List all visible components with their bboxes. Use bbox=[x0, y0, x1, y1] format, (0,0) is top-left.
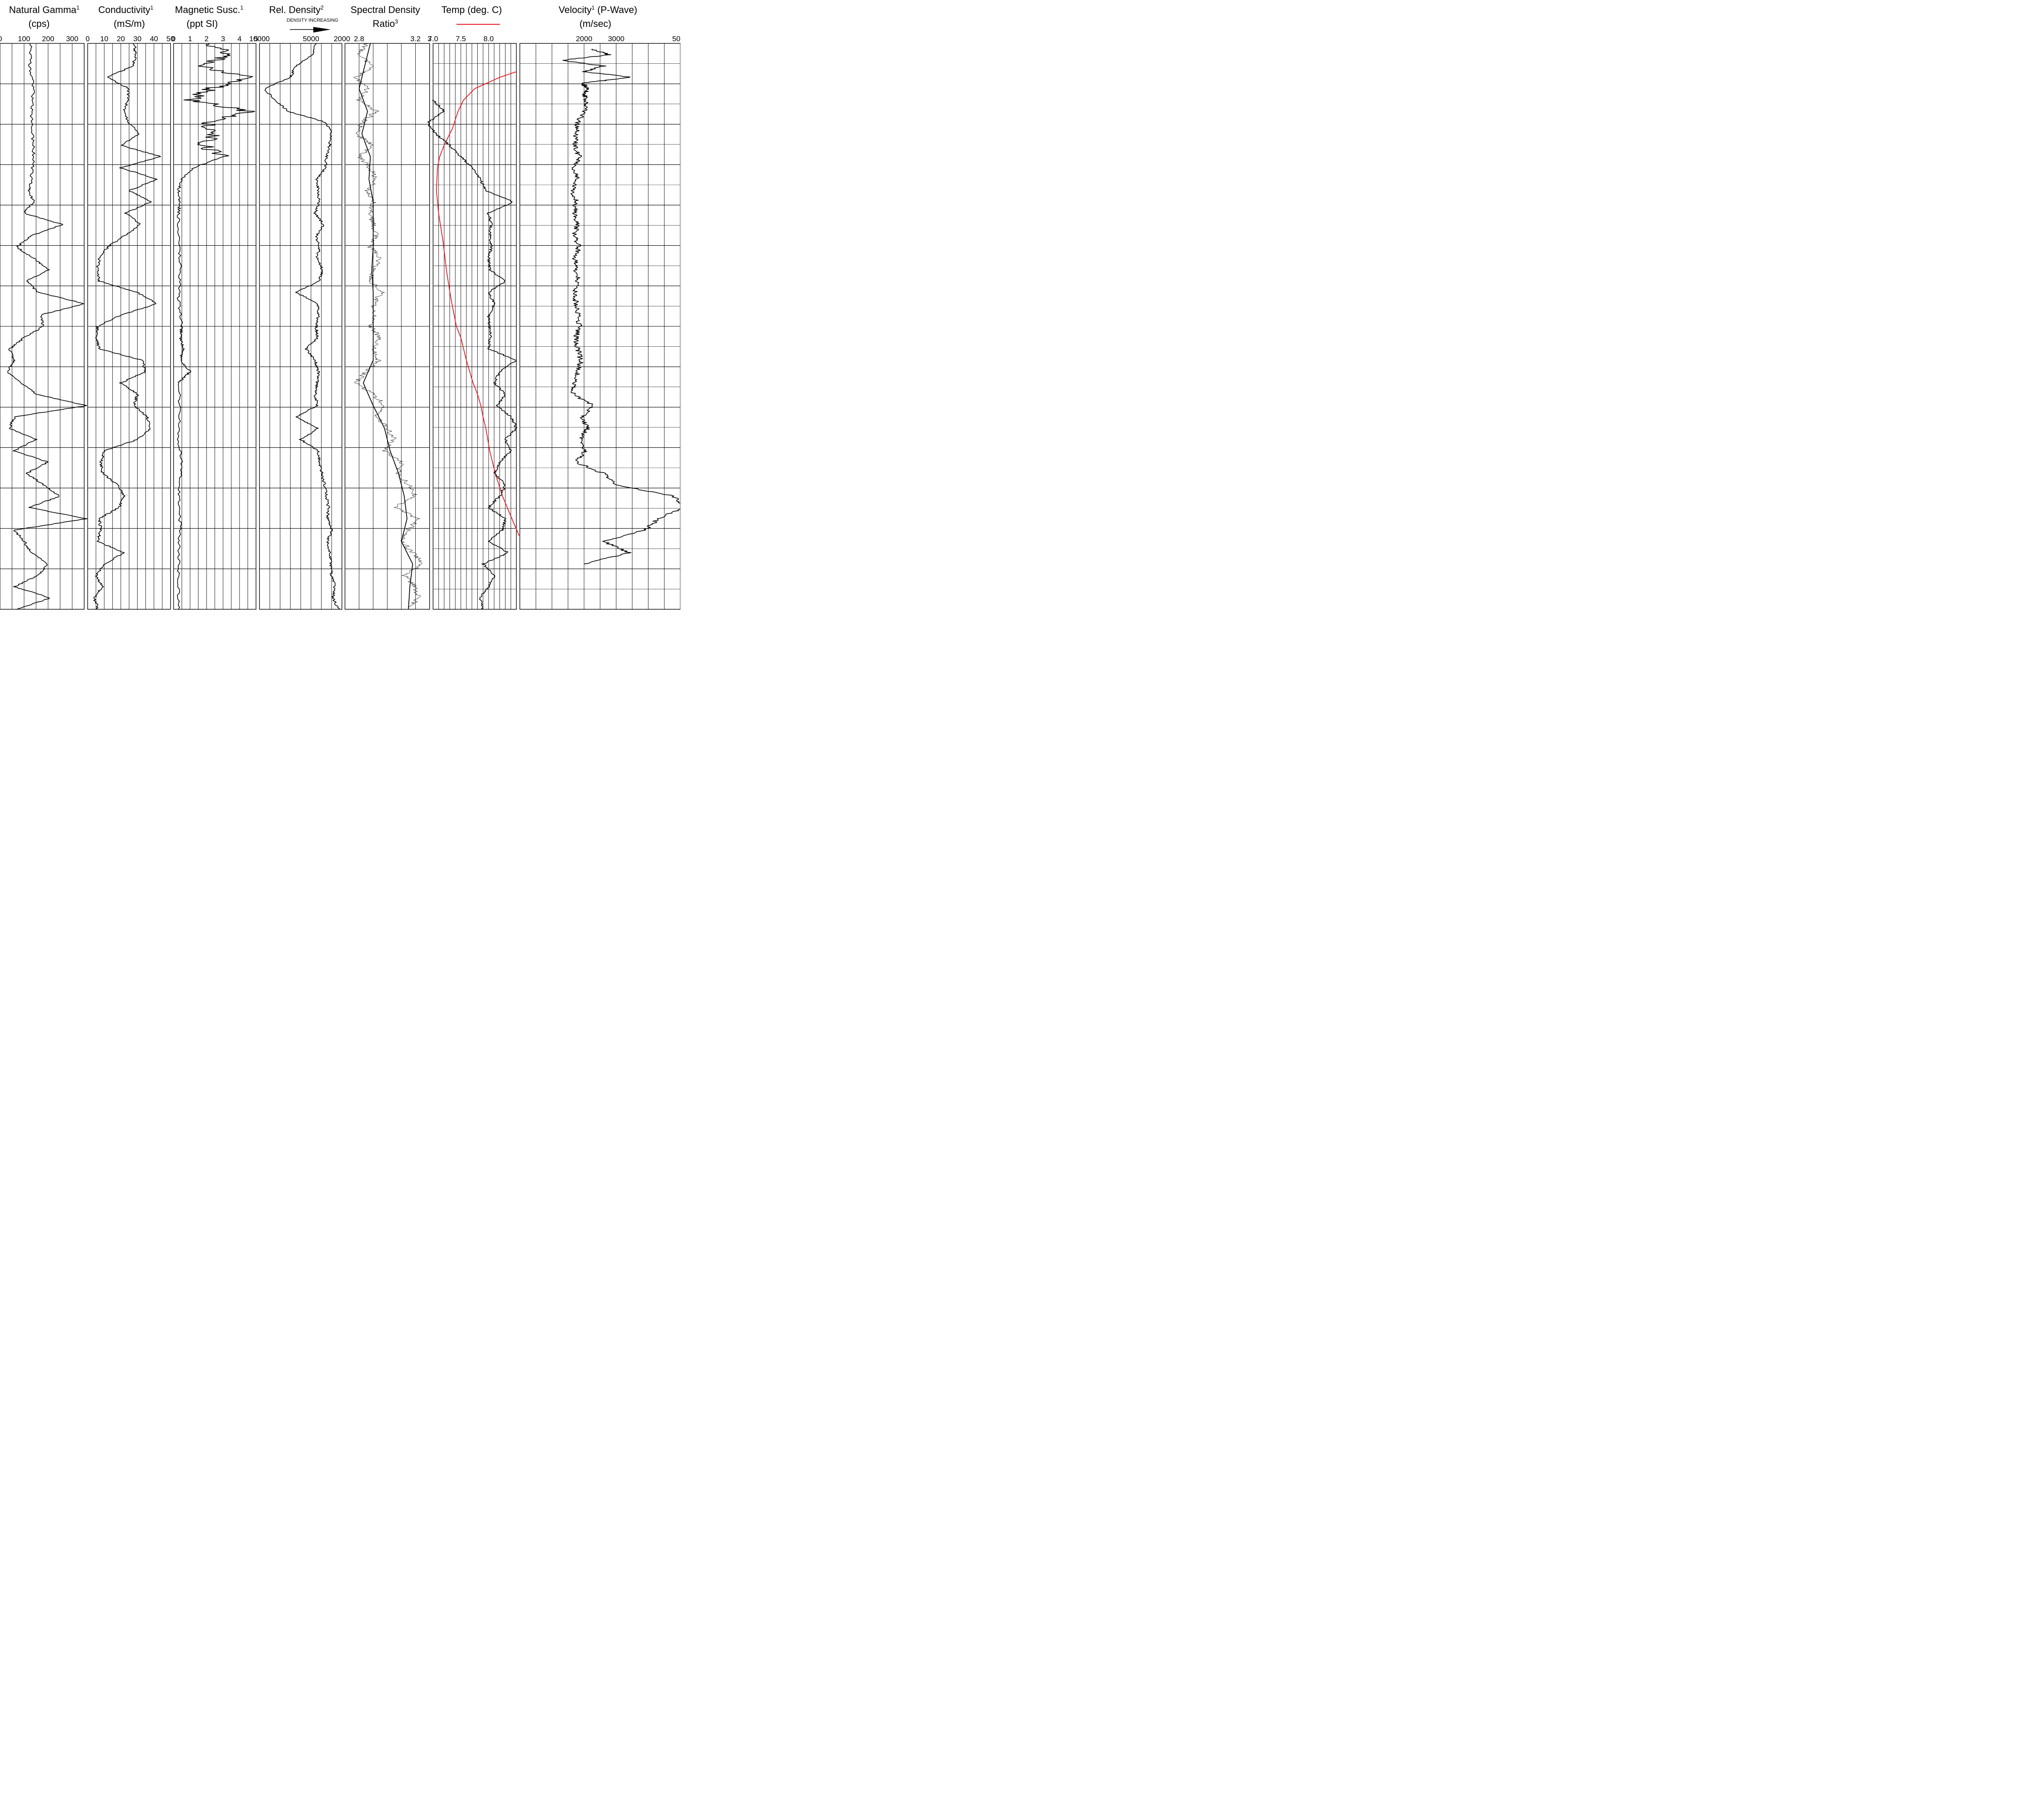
curve-spectral-density-ratio-raw bbox=[353, 43, 423, 610]
tick-label: 7.0 bbox=[428, 35, 438, 43]
tick-label: 1 bbox=[188, 35, 192, 43]
tick-label: 50 bbox=[167, 35, 175, 43]
tick-label: 3 bbox=[221, 35, 225, 43]
track-title-line2: Ratio3 bbox=[373, 18, 398, 29]
track-velocity-grid bbox=[519, 43, 680, 610]
tick-label: 5 bbox=[254, 35, 258, 43]
curve-conductivity bbox=[93, 43, 161, 610]
tick-label: 0 bbox=[171, 35, 175, 43]
tick-label: 3000 bbox=[608, 35, 624, 43]
title-superscript: 1 bbox=[150, 4, 153, 11]
tick-label: 2 bbox=[204, 35, 208, 43]
track-magnetic-susc-grid bbox=[173, 43, 256, 610]
track-temp-grid bbox=[433, 43, 517, 610]
track-title: Temp (deg. C) bbox=[441, 4, 502, 15]
tick-label: 2.8 bbox=[354, 35, 364, 43]
tick-label: 0 bbox=[85, 35, 89, 43]
track-unit: (cps) bbox=[29, 18, 50, 29]
title-suffix: (P-Wave) bbox=[594, 4, 637, 15]
tick-label: 20 bbox=[117, 35, 125, 43]
track-spectral-density-ratio-header: Spectral Density Ratio3 2.8 3.2 3 bbox=[351, 4, 432, 43]
track-title: Rel. Density2 bbox=[269, 4, 324, 15]
track-title: Spectral Density bbox=[351, 4, 420, 15]
title-superscript: 1 bbox=[240, 4, 243, 11]
tick-label: 300 bbox=[66, 35, 78, 43]
curve-spectral-density-ratio-smoothed bbox=[358, 43, 413, 610]
curve-velocity bbox=[562, 49, 680, 565]
curve-rel-density bbox=[264, 43, 340, 610]
track-unit: (ppt SI) bbox=[187, 18, 218, 29]
tick-label: 200 bbox=[42, 35, 54, 43]
curve-temp-temp-secondary bbox=[427, 99, 518, 610]
track-title: Magnetic Susc.1 bbox=[175, 4, 243, 15]
tick-label: 30 bbox=[133, 35, 141, 43]
track-title: Velocity1 (P-Wave) bbox=[558, 4, 637, 15]
tick-label: 2000 bbox=[334, 35, 350, 43]
track-title: Conductivity1 bbox=[98, 4, 153, 15]
density-increasing-label: DENSITY INCREASING bbox=[287, 18, 338, 23]
log-curves bbox=[7, 43, 680, 610]
track-headers: Natural Gamma1(cps)0100200300Conductivit… bbox=[0, 4, 680, 43]
tick-label: 2000 bbox=[576, 35, 592, 43]
title-superscript: 1 bbox=[591, 4, 594, 11]
density-arrow-head bbox=[313, 27, 331, 33]
track-unit: (m/sec) bbox=[579, 18, 611, 29]
tick-label: 5000 bbox=[303, 35, 319, 43]
track-grids bbox=[0, 43, 680, 610]
curve-magnetic-susc bbox=[177, 43, 256, 610]
tick-label: 3 bbox=[427, 35, 431, 43]
tick-label: 10000 bbox=[249, 35, 269, 43]
tick-label: 40 bbox=[150, 35, 158, 43]
curve-temp-temperature bbox=[436, 71, 520, 536]
tick-label: 100 bbox=[18, 35, 30, 43]
track-natural-gamma-header: Natural Gamma1 (cps) 0 100 200 300 bbox=[0, 4, 79, 43]
tick-label: 4 bbox=[237, 35, 241, 43]
track-magnetic-susc-header: Magnetic Susc.1 (ppt SI) 0 1 2 3 4 5 bbox=[171, 4, 258, 43]
title-superscript: 1 bbox=[76, 4, 79, 11]
title-superscript: 2 bbox=[321, 4, 324, 11]
tick-label: 7.5 bbox=[456, 35, 466, 43]
tick-label: 5000 bbox=[672, 35, 680, 43]
track-unit: (mS/m) bbox=[114, 18, 145, 29]
track-conductivity-header: Conductivity1(mS/m)0 10 20 30 40 50 bbox=[85, 4, 174, 43]
well-log-chart: Natural Gamma1(cps)0100200300Conductivit… bbox=[0, 4, 680, 610]
track-rel-density-grid bbox=[259, 43, 342, 610]
tick-label: 10 bbox=[100, 35, 108, 43]
track-spectral-density-ratio-grid bbox=[345, 43, 430, 610]
track-rel-density-header: Rel. Density2 DENSITY INCREASING 10000 5000… bbox=[249, 4, 350, 43]
tick-label: 3.2 bbox=[410, 35, 421, 43]
track-title: Natural Gamma1 bbox=[9, 4, 80, 15]
curve-natural-gamma bbox=[7, 43, 88, 610]
tick-label: 0 bbox=[0, 35, 2, 43]
tick-label: 8.0 bbox=[483, 35, 494, 43]
track-natural-gamma-grid bbox=[0, 43, 85, 610]
track-conductivity-grid bbox=[87, 43, 171, 610]
track-velocity-header: Velocity1 (P-Wave) (m/sec) 2000 3000 5000 bbox=[558, 4, 680, 43]
track-temp-header: Temp (deg. C) 7.0 7.5 8.0 bbox=[428, 4, 502, 43]
